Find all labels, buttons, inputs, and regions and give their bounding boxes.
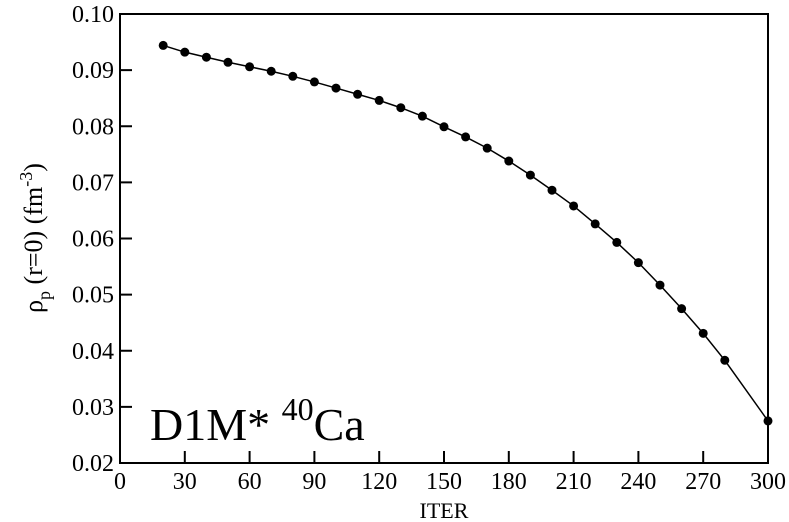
data-point: [309, 77, 319, 87]
data-point: [525, 170, 535, 180]
data-point: [331, 83, 341, 93]
data-point: [763, 416, 773, 426]
plot-frame: [119, 13, 769, 464]
data-point: [461, 132, 471, 142]
x-tick-label: 180: [491, 469, 527, 495]
x-tick-label: 150: [426, 469, 462, 495]
data-point: [396, 103, 406, 113]
y-tick-label: 0.10: [72, 2, 114, 28]
y-label-part: ρ: [19, 300, 48, 313]
annotation-part: Ca: [314, 399, 365, 450]
data-point: [698, 328, 708, 338]
data-point: [417, 111, 427, 121]
x-tick-label: 300: [750, 469, 786, 495]
data-point: [158, 40, 168, 50]
data-point: [677, 304, 687, 314]
y-tick-label: 0.09: [72, 58, 114, 84]
x-axis-label: ITER: [420, 498, 469, 522]
y-label-part: ): [19, 163, 48, 172]
y-tick-label: 0.02: [72, 451, 114, 477]
x-tick-label: 270: [685, 469, 721, 495]
data-point: [547, 185, 557, 195]
data-point: [353, 89, 363, 99]
y-tick-label: 0.05: [72, 283, 114, 309]
data-point: [245, 62, 255, 72]
x-tick-label: 90: [302, 469, 326, 495]
data-point: [482, 143, 492, 153]
y-label-part: (r=0) (fm: [19, 187, 48, 291]
data-point: [504, 156, 514, 166]
data-point: [720, 355, 730, 365]
annotation-part: D1M*: [150, 399, 282, 450]
data-point: [590, 219, 600, 229]
series-line: [162, 44, 769, 422]
y-tick-label: 0.04: [72, 339, 114, 365]
x-tick-label: 240: [620, 469, 656, 495]
x-tick-label: 210: [556, 469, 592, 495]
data-point: [223, 57, 233, 67]
y-axis-label: ρp (r=0) (fm-3): [16, 163, 54, 313]
x-tick-label: 120: [361, 469, 397, 495]
data-point: [439, 122, 449, 132]
data-point: [201, 52, 211, 62]
x-tick-label: 0: [114, 469, 126, 495]
data-point: [612, 237, 622, 247]
y-tick-label: 0.03: [72, 395, 114, 421]
y-label-part: p: [34, 291, 54, 300]
x-tick-label: 30: [173, 469, 197, 495]
data-point: [288, 71, 298, 81]
y-tick-label: 0.08: [72, 114, 114, 140]
x-tick-label: 60: [238, 469, 262, 495]
data-point: [266, 66, 276, 76]
data-point: [180, 47, 190, 57]
y-tick-label: 0.06: [72, 227, 114, 253]
y-label-part: -3: [16, 172, 36, 187]
data-point: [569, 201, 579, 211]
y-tick-label: 0.07: [72, 170, 114, 196]
annotation: D1M* 40Ca: [150, 391, 365, 450]
data-point: [633, 258, 643, 268]
annotation-part: 40: [282, 391, 314, 427]
data-point: [655, 280, 665, 290]
data-point: [374, 95, 384, 105]
